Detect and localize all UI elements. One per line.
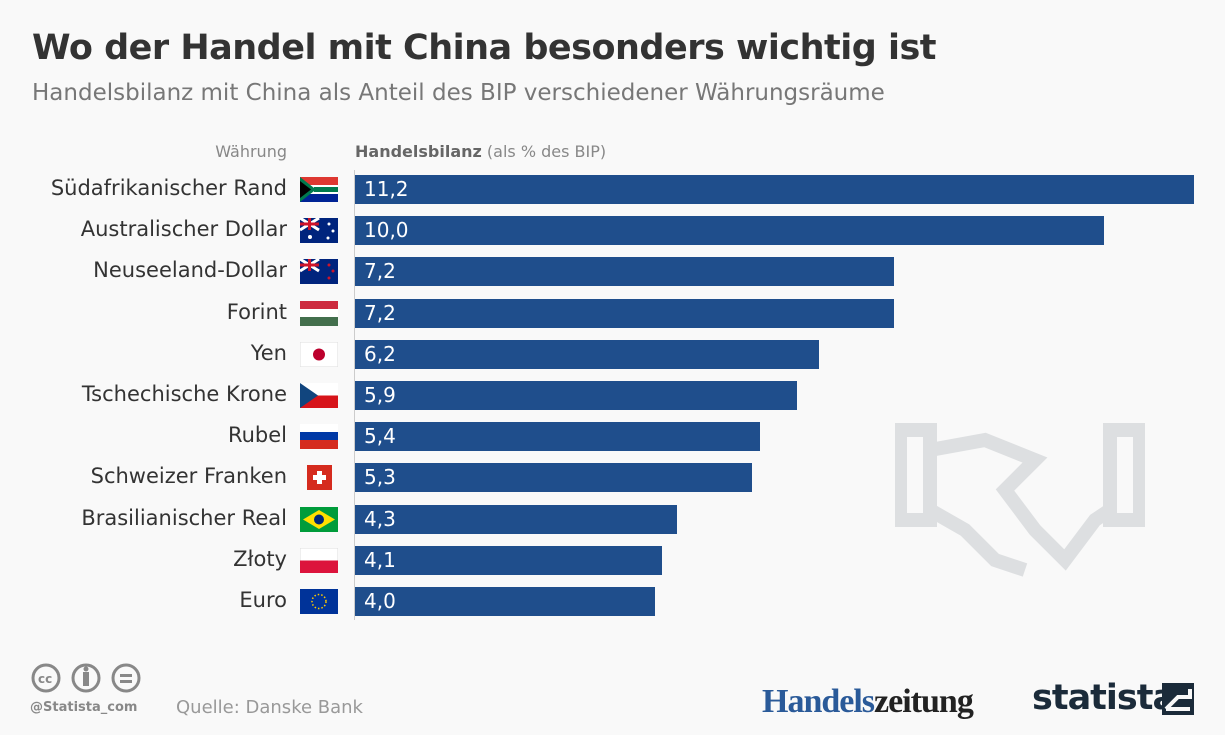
value-label: 10,0 <box>364 218 409 243</box>
svg-text:cc: cc <box>38 672 52 686</box>
axis-line <box>354 170 355 620</box>
flag-ru-icon <box>300 424 338 450</box>
bar <box>355 463 753 493</box>
value-header-rest: (als % des BIP) <box>481 142 607 161</box>
value-label: 5,4 <box>364 424 396 449</box>
flag-cz-icon <box>300 383 338 408</box>
value-label: 4,0 <box>364 589 396 613</box>
logo-part1: Handels <box>762 683 875 720</box>
category-label: Forint <box>226 299 287 324</box>
flag-pl-icon <box>300 547 338 573</box>
bar <box>355 175 1194 204</box>
bar <box>355 298 895 328</box>
value-label: 4,1 <box>364 547 396 572</box>
category-label: Yen <box>250 340 287 365</box>
flag-nz-icon <box>300 259 338 285</box>
value-label: 6,2 <box>364 341 396 366</box>
flag-ch-icon <box>300 465 338 491</box>
flag-eu-icon <box>300 589 338 614</box>
category-label: Rubel <box>227 423 287 448</box>
logo-part2: zeitung <box>874 683 974 720</box>
bar <box>355 587 655 616</box>
value-label: 4,3 <box>364 506 396 531</box>
bar <box>355 216 1105 246</box>
category-header: Währung <box>215 142 287 161</box>
category-label: Euro <box>239 588 287 612</box>
value-header: Handelsbilanz (als % des BIP) <box>355 142 606 161</box>
value-label: 7,2 <box>364 300 396 325</box>
value-label: 11,2 <box>364 177 409 201</box>
statista-logo: statista <box>1032 678 1176 718</box>
statista-handle[interactable]: @Statista_com <box>30 700 138 715</box>
chart-subtitle: Handelsbilanz mit China als Anteil des B… <box>32 80 885 106</box>
creative-commons-icons: cc <box>31 663 141 693</box>
value-label: 5,9 <box>364 383 396 407</box>
bar <box>355 381 797 410</box>
source-note: Quelle: Danske Bank <box>176 697 363 718</box>
value-label: 5,3 <box>364 465 396 490</box>
flag-hu-icon <box>300 300 338 326</box>
flag-za-icon <box>300 177 338 202</box>
category-label: Tschechische Krone <box>81 382 287 406</box>
category-label: Brasilianischer Real <box>81 505 287 530</box>
statista-logo-icon <box>1162 683 1194 715</box>
value-header-bold: Handelsbilanz <box>355 142 482 161</box>
value-label: 7,2 <box>364 259 396 284</box>
category-label: Złoty <box>233 546 287 571</box>
handelszeitung-logo: Handelszeitung <box>762 683 974 721</box>
flag-br-icon <box>300 506 338 532</box>
bar <box>355 339 820 369</box>
bar <box>355 504 678 534</box>
category-label: Südafrikanischer Rand <box>50 176 287 200</box>
category-label: Schweizer Franken <box>90 464 287 489</box>
flag-jp-icon <box>300 341 338 367</box>
bar <box>355 422 760 452</box>
bar <box>355 545 663 575</box>
handshake-icon <box>895 423 1145 577</box>
chart-title: Wo der Handel mit China besonders wichti… <box>32 28 937 68</box>
flag-au-icon <box>300 218 338 244</box>
category-label: Neuseeland-Dollar <box>93 258 287 283</box>
bar <box>355 257 895 287</box>
category-label: Australischer Dollar <box>80 217 287 242</box>
